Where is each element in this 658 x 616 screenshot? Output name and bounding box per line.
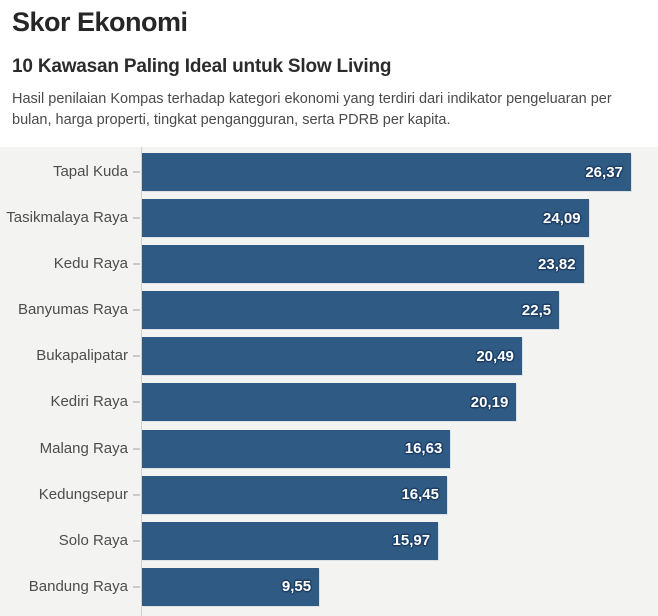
bar-value-label: 26,37	[585, 163, 623, 181]
axis-tick	[133, 355, 140, 358]
bar-value-label: 24,09	[543, 209, 581, 227]
bar: 26,37	[142, 153, 631, 191]
axis-tick	[133, 171, 140, 173]
bar-value-label: 16,63	[404, 440, 443, 458]
category-label: Bandung Raya	[28, 577, 128, 595]
bar: 23,82	[142, 245, 584, 284]
bar-value-label: 22,5	[521, 301, 552, 319]
bar-row: Solo Raya 15,97	[0, 521, 658, 560]
category-label: Banyumas Raya	[17, 301, 128, 319]
bar-value-label: 16,45	[401, 486, 439, 504]
bar-row: Tasikmalaya Raya 24,09	[0, 199, 658, 238]
bar-row: Banyumas Raya 22,5	[0, 291, 658, 330]
category-label: Malang Raya	[39, 439, 128, 457]
category-label: Kedu Raya	[53, 255, 128, 273]
bar: 20,19	[142, 383, 517, 422]
chart-description: Hasil penilaian Kompas terhadap kategori…	[12, 91, 612, 128]
y-axis-line	[141, 147, 142, 616]
bar: 15,97	[142, 521, 439, 560]
bar-row: Kedungsepur 16,45	[0, 475, 658, 514]
axis-tick	[133, 493, 140, 496]
bar: 24,09	[142, 199, 589, 238]
bar-value-label: 20,49	[476, 347, 514, 365]
axis-tick	[133, 309, 140, 312]
category-label: Kedungsepur	[38, 485, 128, 503]
category-label: Solo Raya	[58, 531, 128, 549]
bar: 9,55	[142, 567, 320, 606]
bar-row: Kediri Raya 20,19	[0, 383, 658, 422]
axis-tick	[133, 401, 140, 404]
bar-value-label: 20,19	[470, 393, 509, 411]
bar: 16,45	[142, 475, 447, 514]
axis-tick	[133, 263, 140, 266]
bar-chart: Tapal Kuda 26,37 Tasikmalaya Raya 24,09 Kedu…	[0, 147, 658, 616]
axis-tick	[133, 585, 140, 588]
bar-rows: Tapal Kuda 26,37 Tasikmalaya Raya 24,09 Kedu…	[0, 153, 658, 614]
bar: 16,63	[142, 429, 451, 468]
axis-tick	[133, 217, 140, 220]
axis-tick	[133, 539, 140, 542]
chart-header: Skor Ekonomi 10 Kawasan Paling Ideal unt…	[0, 0, 658, 147]
bar: 22,5	[142, 291, 560, 330]
bar-value-label: 15,97	[392, 532, 431, 550]
category-label: Kediri Raya	[50, 393, 128, 411]
bar-row: Tapal Kuda 26,37	[0, 153, 658, 191]
bar-row: Bukapalipatar 20,49	[0, 337, 658, 376]
category-label: Tasikmalaya Raya	[6, 209, 128, 227]
page-title: Skor Ekonomi	[12, 7, 188, 37]
bar-row: Malang Raya 16,63	[0, 429, 658, 468]
chart-subtitle: 10 Kawasan Paling Ideal untuk Slow Livin…	[12, 56, 392, 77]
category-label: Bukapalipatar	[36, 347, 128, 365]
bar-row: Bandung Raya 9,55	[0, 567, 658, 606]
category-label: Tapal Kuda	[52, 163, 128, 180]
bar-row: Kedu Raya 23,82	[0, 245, 658, 284]
bar: 20,49	[142, 337, 522, 376]
bar-value-label: 9,55	[281, 578, 312, 596]
axis-tick	[133, 447, 140, 450]
bar-value-label: 23,82	[538, 255, 576, 273]
